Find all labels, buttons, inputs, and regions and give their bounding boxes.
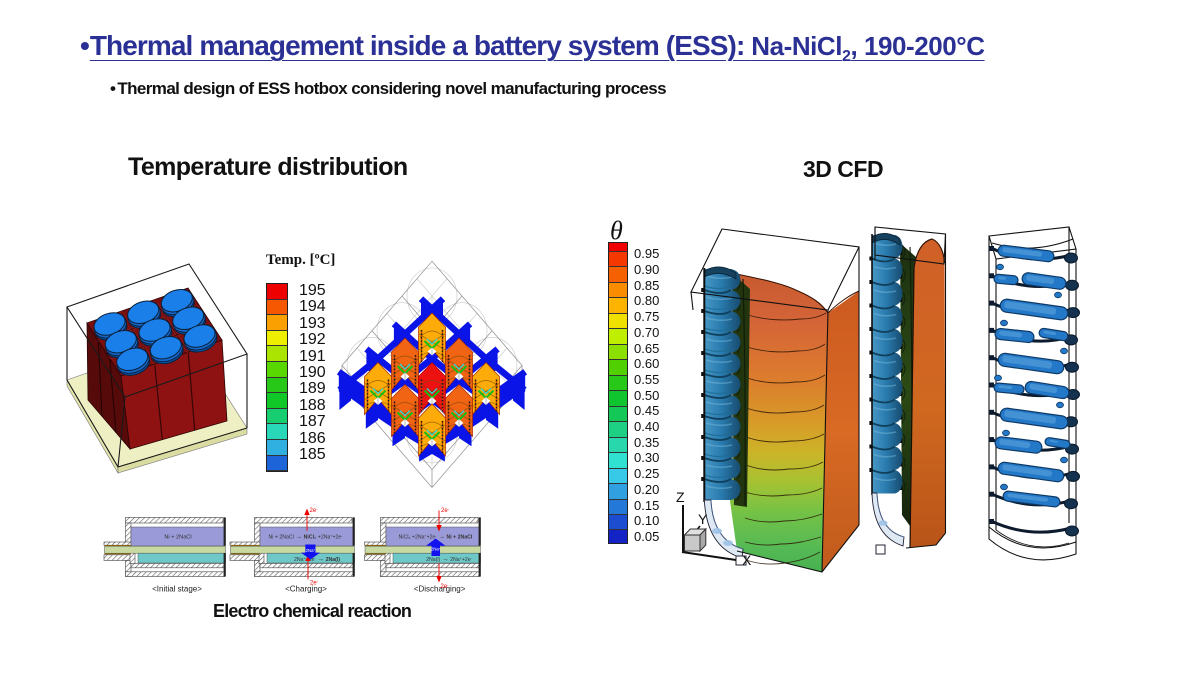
svg-text:Ni + 2NaCl: Ni + 2NaCl bbox=[164, 535, 191, 541]
svg-text:2e-: 2e- bbox=[310, 506, 319, 514]
svg-text:Z: Z bbox=[676, 489, 685, 505]
svg-text:<Charging>: <Charging> bbox=[285, 585, 327, 594]
svg-text:2e-: 2e- bbox=[441, 506, 450, 514]
svg-text:2Na+​+2e-​ → 2Na(l): 2Na+​+2e-​ → 2Na(l) bbox=[294, 556, 340, 563]
svg-text:<Initial stage>: <Initial stage> bbox=[152, 585, 202, 594]
svg-text:2e-: 2e- bbox=[310, 579, 319, 587]
svg-text:<Discharging>: <Discharging> bbox=[414, 585, 466, 594]
svg-text:2e-: 2e- bbox=[441, 582, 450, 590]
svg-text:Y: Y bbox=[698, 511, 708, 527]
svg-text:NiCl₂ +2Na+​+2e-​ → Ni + 2NaCl: NiCl₂ +2Na+​+2e-​ → Ni + 2NaCl bbox=[399, 534, 473, 541]
svg-text:2Na(l) → 2Na+​+2e-​: 2Na(l) → 2Na+​+2e-​ bbox=[426, 556, 472, 563]
svg-text:X: X bbox=[742, 552, 752, 568]
svg-text:2Na+: 2Na+ bbox=[305, 548, 315, 553]
svg-text:2Na+: 2Na+ bbox=[431, 546, 441, 551]
svg-text:Ni + 2NaCl → NiCl₂ +2Na+​+2e-​: Ni + 2NaCl → NiCl₂ +2Na+​+2e-​ bbox=[269, 534, 344, 541]
